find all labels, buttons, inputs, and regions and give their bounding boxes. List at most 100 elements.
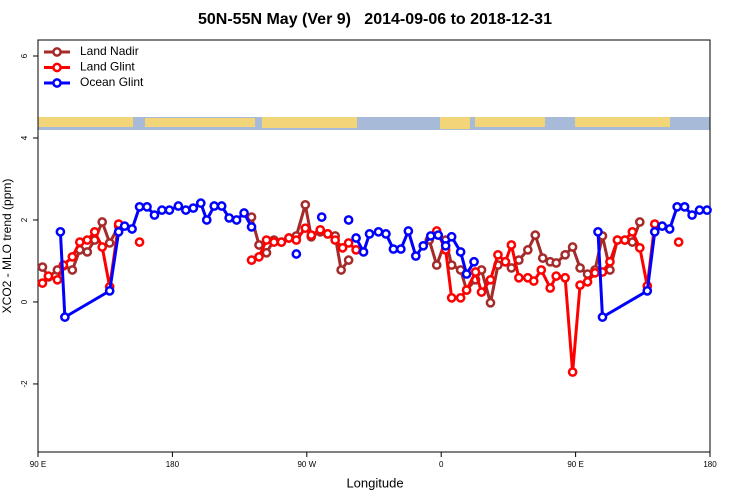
data-point xyxy=(528,276,539,286)
data-point xyxy=(284,233,294,243)
data-point xyxy=(431,260,442,270)
data-point xyxy=(567,242,578,252)
data-point xyxy=(343,215,354,225)
data-point xyxy=(620,235,630,245)
data-point xyxy=(575,280,585,291)
data-point xyxy=(567,367,578,377)
data-point xyxy=(113,227,124,237)
data-point xyxy=(673,237,684,247)
y-tick-label: 4 xyxy=(20,135,29,140)
y-tick-label: -2 xyxy=(20,380,29,388)
data-point xyxy=(300,199,311,210)
data-point xyxy=(82,247,93,257)
data-point xyxy=(672,201,682,212)
y-tick-label: 0 xyxy=(20,299,29,304)
y-tick-label: 6 xyxy=(20,53,29,58)
data-point xyxy=(536,265,547,275)
data-point xyxy=(642,286,653,296)
data-point xyxy=(493,249,503,260)
data-point xyxy=(634,217,645,227)
data-point xyxy=(485,297,496,308)
data-point xyxy=(537,253,548,263)
data-point xyxy=(142,201,152,212)
data-point xyxy=(343,255,354,265)
data-point xyxy=(514,272,524,283)
data-point xyxy=(337,242,348,253)
data-point xyxy=(89,227,100,237)
data-point xyxy=(261,247,272,258)
data-point xyxy=(396,244,406,254)
data-point xyxy=(343,238,354,248)
data-point xyxy=(246,255,257,265)
data-point xyxy=(315,224,326,235)
data-point xyxy=(605,256,615,267)
x-axis-label: Longitude xyxy=(346,475,403,490)
data-point xyxy=(261,235,272,245)
data-point xyxy=(60,312,70,322)
data-point xyxy=(461,269,472,279)
y-axis-label: XCO2 - MLO trend (ppm) xyxy=(0,179,14,314)
data-point xyxy=(67,252,78,262)
data-point xyxy=(657,221,668,231)
data-point xyxy=(82,235,93,245)
data-point xyxy=(455,293,466,303)
legend-label: Ocean Glint xyxy=(80,75,144,89)
data-point xyxy=(351,245,361,255)
data-point xyxy=(134,201,145,212)
data-point xyxy=(97,217,108,227)
data-point xyxy=(104,286,115,296)
data-point xyxy=(551,258,562,268)
data-point xyxy=(694,205,705,215)
data-point xyxy=(52,274,63,285)
y-tick-label: 2 xyxy=(20,217,29,222)
legend-marker xyxy=(52,47,62,57)
data-point xyxy=(351,233,361,243)
data-point xyxy=(418,240,429,251)
data-point xyxy=(224,213,234,223)
data-point xyxy=(649,227,660,237)
data-point xyxy=(634,242,645,253)
data-point xyxy=(476,287,487,297)
data-point xyxy=(157,205,167,215)
data-point xyxy=(127,224,137,234)
data-point xyxy=(470,267,481,277)
data-point xyxy=(201,215,212,225)
x-tick-label: 180 xyxy=(166,460,180,469)
data-point xyxy=(291,235,302,245)
x-tick-label: 90 W xyxy=(297,460,316,469)
data-point xyxy=(590,268,600,278)
data-point xyxy=(97,242,108,252)
data-point xyxy=(373,227,384,237)
data-point xyxy=(246,222,257,232)
chart-title: 50N-55N May (Ver 9) 2014-09-06 to 2018-1… xyxy=(198,11,552,28)
data-point xyxy=(336,265,346,275)
data-point xyxy=(506,240,517,250)
legend-marker xyxy=(52,78,62,88)
data-point xyxy=(469,256,479,267)
x-tick-label: 90 E xyxy=(567,460,583,469)
data-point xyxy=(388,244,399,254)
data-point xyxy=(627,227,638,237)
data-point xyxy=(209,201,220,211)
data-point xyxy=(254,252,264,262)
data-point xyxy=(216,201,227,211)
data-point xyxy=(149,210,160,220)
data-point xyxy=(575,263,585,273)
data-point xyxy=(134,237,145,247)
data-point xyxy=(506,263,517,273)
data-point xyxy=(330,235,341,245)
data-point xyxy=(597,312,608,322)
data-point xyxy=(164,205,175,215)
data-point xyxy=(410,251,421,261)
data-point xyxy=(55,227,66,237)
x-tick-label: 90 E xyxy=(30,460,46,469)
data-point xyxy=(269,237,279,247)
data-point xyxy=(582,277,593,287)
data-point xyxy=(425,231,436,241)
data-point xyxy=(37,262,48,272)
data-point xyxy=(364,229,375,239)
data-point xyxy=(446,231,457,242)
data-point xyxy=(316,212,327,222)
legend-marker xyxy=(52,62,62,73)
data-point xyxy=(276,237,287,247)
